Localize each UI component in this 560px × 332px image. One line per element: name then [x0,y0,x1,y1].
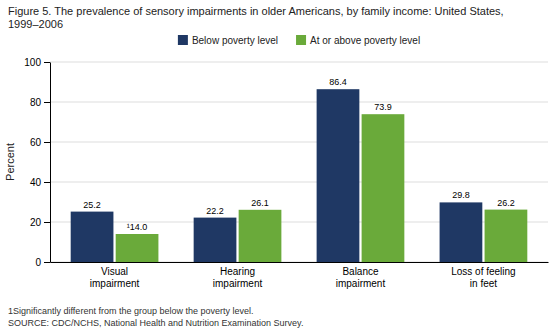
bar [116,234,159,262]
bar [194,218,237,262]
legend: Below poverty level At or above poverty l… [178,35,420,46]
y-tick: 20 [30,217,50,228]
data-labels: 25.2 22.2 86.4 29.8 ¹14.0 26.1 73.9 26.2 [83,77,514,232]
bar [239,210,282,262]
bar [362,114,405,262]
y-tick-mark [44,182,50,183]
bar-series [71,89,483,262]
y-tick: 40 [30,177,50,188]
y-tick: 0 [35,257,50,268]
bars [71,89,528,262]
data-label: ¹14.0 [127,222,148,232]
bar [71,212,114,262]
x-axis-line [51,262,549,263]
x-tick-label-line: Loss of feeling [451,266,516,277]
bar [317,89,360,262]
title: Figure 5. The prevalence of sensory impa… [8,5,504,30]
bar [485,210,528,262]
x-tick-label: Balanceimpairment [336,266,386,289]
data-label: 29.8 [452,190,470,200]
grid-line [50,142,548,143]
x-tick-label: Visualimpairment [90,266,140,289]
x-tick-label: Hearingimpairment [213,266,263,289]
bar [440,202,483,262]
footnote: SOURCE: CDC/NCHS, National Health and Nu… [8,318,303,328]
y-tick-label: 80 [30,97,42,108]
y-tick: 80 [30,97,50,108]
grid-line [50,102,548,103]
y-tick-label: 20 [30,217,42,228]
x-tick-label-line: impairment [336,278,386,289]
y-tick-mark [44,62,50,63]
y-tick-mark [44,102,50,103]
y-tick-mark [44,222,50,223]
y-tick: 60 [30,137,50,148]
data-label: 73.9 [374,102,392,112]
x-tick: Balanceimpairment [336,266,386,289]
legend-item: At or above poverty level [296,35,420,46]
x-tick-label-line: impairment [213,278,263,289]
x-tick: Visualimpairment [90,266,140,289]
x-tick-label-line: in feet [470,278,497,289]
y-axis: 0 20 40 60 80 100 [24,57,50,268]
bar-series [116,114,528,262]
y-tick-mark [44,142,50,143]
x-tick-label-line: Visual [101,266,128,277]
x-axis: VisualimpairmentHearingimpairmentBalance… [51,263,549,289]
chart: Figure 5. The prevalence of sensory impa… [0,0,560,332]
legend-swatch [178,35,188,45]
y-tick-mark [44,262,50,263]
y-axis-line [50,63,51,263]
y-tick-label: 40 [30,177,42,188]
data-label: 25.2 [83,200,101,210]
x-tick: Loss of feelingin feet [451,266,516,289]
legend-item: Below poverty level [178,35,278,46]
y-tick-label: 100 [24,57,41,68]
y-tick: 100 [24,57,50,68]
grid-line [50,182,548,183]
grid-line [50,62,548,63]
x-tick-label-line: impairment [90,278,140,289]
legend-swatch [296,35,306,45]
legend-label: Below poverty level [192,35,278,46]
y-tick-label: 60 [30,137,42,148]
x-tick-label: Loss of feelingin feet [451,266,516,289]
x-tick: Hearingimpairment [213,266,263,289]
legend-label: At or above poverty level [310,35,420,46]
title-line: 1999–2006 [8,18,63,30]
y-tick-label: 0 [35,257,41,268]
x-tick-label-line: Balance [342,266,379,277]
x-tick-label-line: Hearing [220,266,255,277]
y-axis-title: Percent [4,143,16,181]
data-label: 86.4 [329,77,347,87]
grid [50,62,548,262]
data-label: 26.2 [497,198,515,208]
data-label: 26.1 [251,198,269,208]
title-line: Figure 5. The prevalence of sensory impa… [8,5,504,17]
data-label: 22.2 [206,206,224,216]
footnote: 1Significantly different from the group … [8,306,253,316]
